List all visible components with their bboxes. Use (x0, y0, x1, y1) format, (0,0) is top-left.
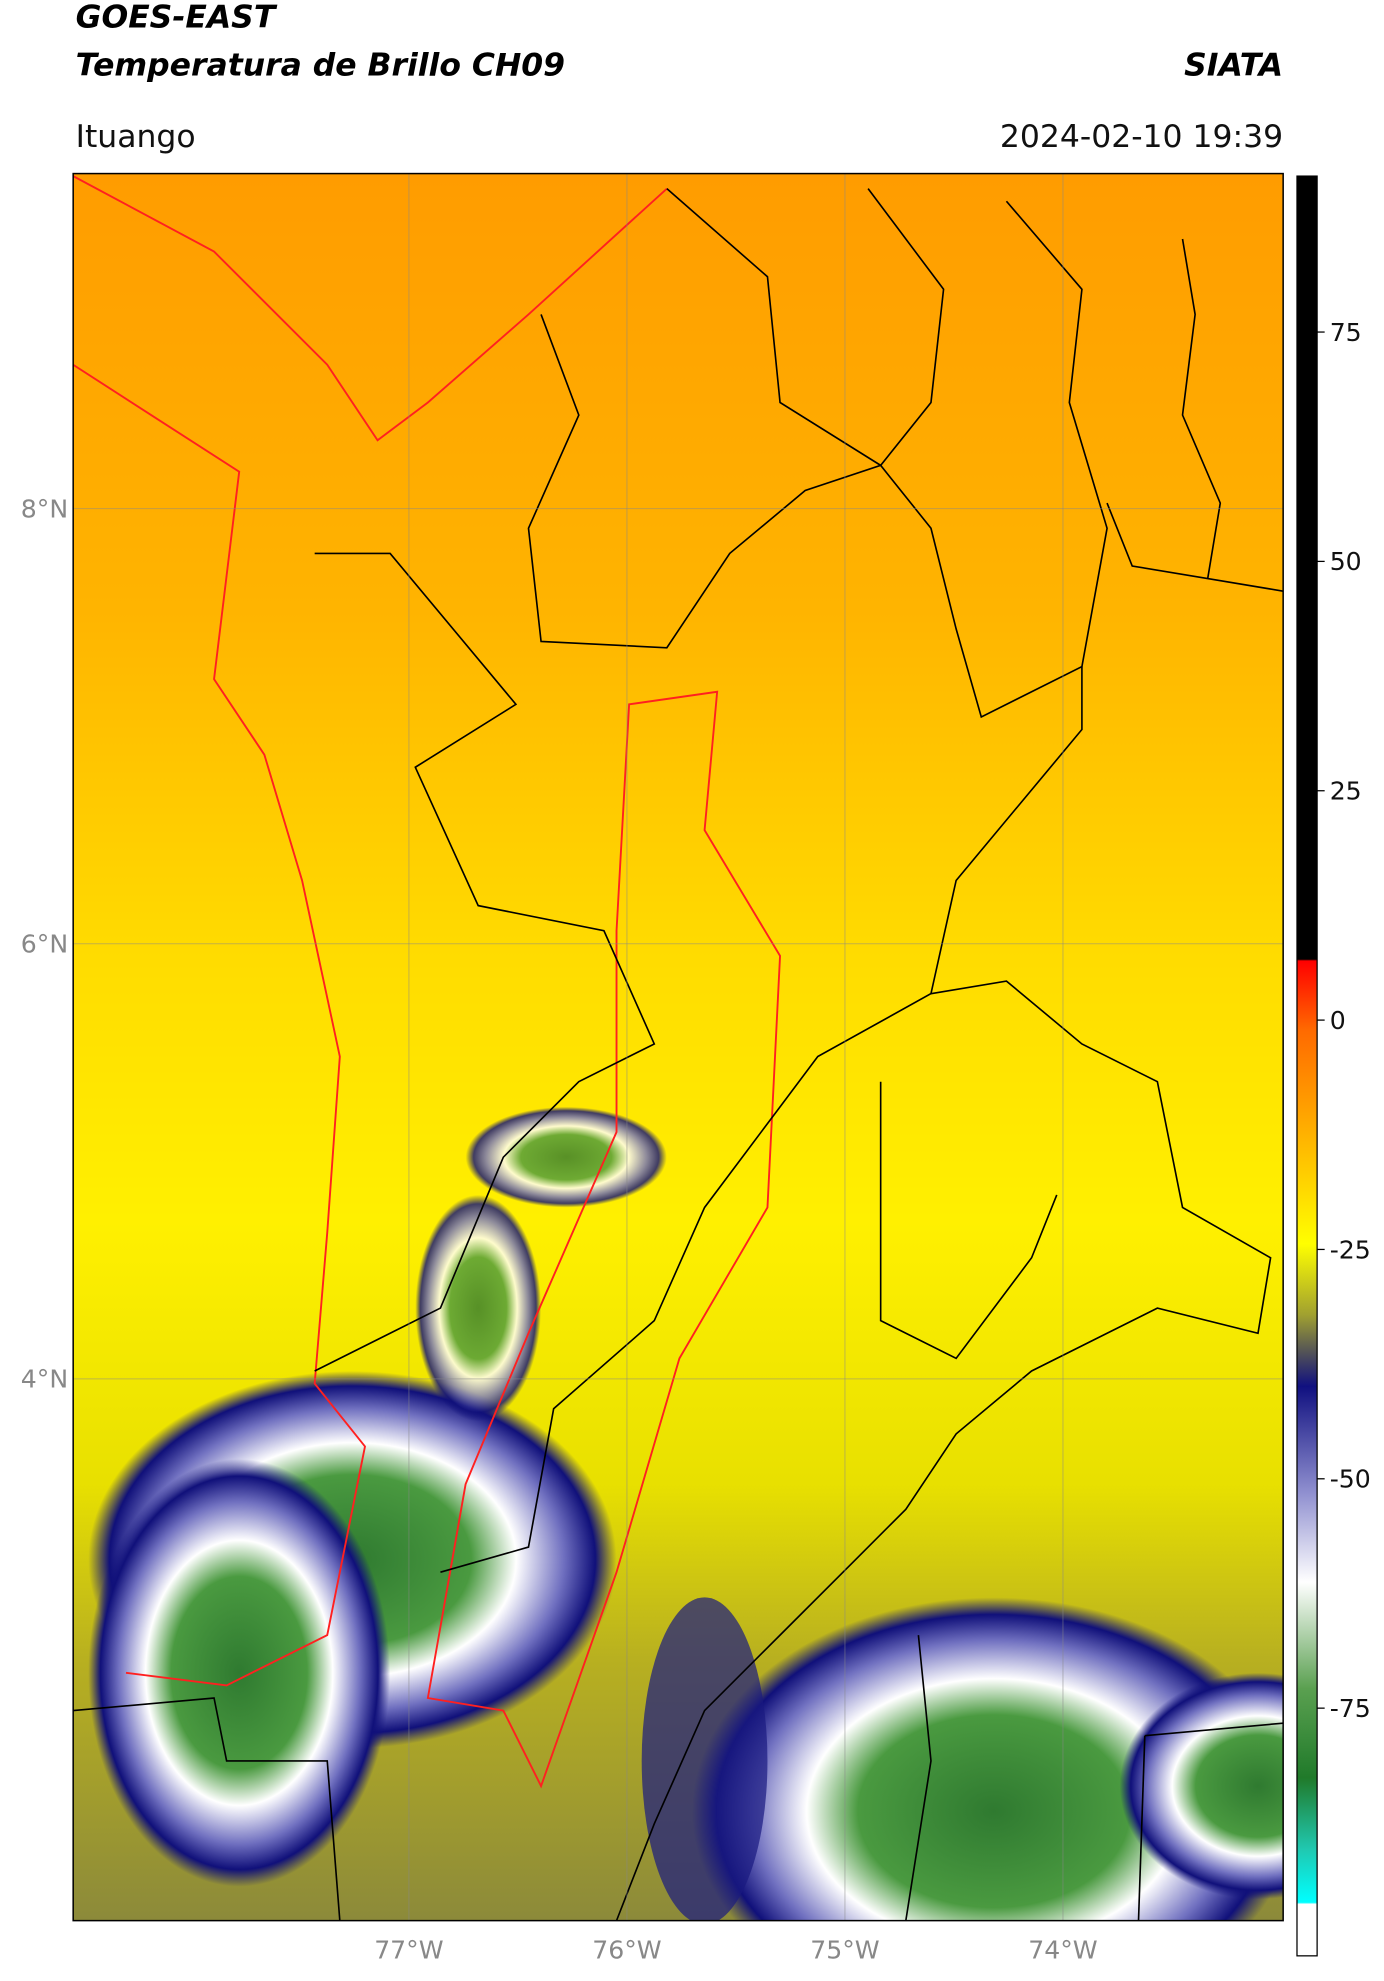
y-tick-label: 6°N (21, 930, 68, 959)
location: Ituango (76, 119, 196, 155)
colorbar-tick-label: 0 (1330, 1006, 1346, 1035)
datetime: 2024-02-10 19:39 (1000, 119, 1283, 155)
x-tick-label: 77°W (374, 1935, 444, 1964)
colorbar-tick-label: -25 (1330, 1235, 1371, 1264)
y-tick-label: 4°N (21, 1365, 68, 1394)
colorbar-tick-label: -50 (1330, 1465, 1371, 1494)
colorbar-tick-label: -75 (1330, 1694, 1371, 1723)
colorbar (1296, 175, 1318, 1957)
map-image (73, 173, 1284, 1921)
colorbar-tick-label: 50 (1330, 547, 1362, 576)
title: GOES-EAST (76, 0, 278, 36)
x-tick-label: 75°W (810, 1935, 880, 1964)
graticule (73, 173, 1284, 1921)
x-tick-label: 74°W (1028, 1935, 1098, 1964)
subtitle: Temperatura de Brillo CH09 (76, 47, 565, 83)
map-frame (72, 172, 1284, 1922)
y-tick-label: 8°N (21, 494, 68, 523)
colorbar-tick-label: 75 (1330, 318, 1362, 347)
colorbar-tick-label: 25 (1330, 777, 1362, 806)
x-tick-label: 76°W (592, 1935, 662, 1964)
organization: SIATA (1184, 47, 1283, 83)
